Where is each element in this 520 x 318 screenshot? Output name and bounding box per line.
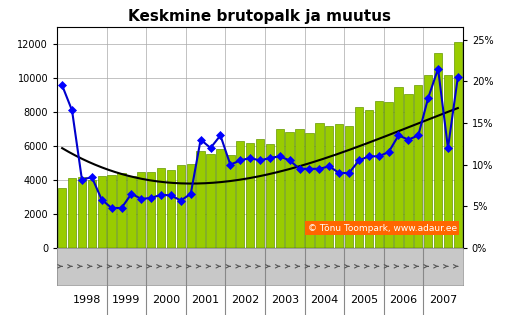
Bar xyxy=(355,107,363,248)
Bar xyxy=(177,165,185,248)
Bar xyxy=(453,42,462,248)
Text: 1999: 1999 xyxy=(112,295,140,305)
Text: 2006: 2006 xyxy=(389,295,418,305)
Bar xyxy=(118,173,126,248)
Bar xyxy=(246,143,254,248)
Bar xyxy=(206,154,215,248)
Text: 2005: 2005 xyxy=(350,295,378,305)
Bar xyxy=(374,101,383,248)
Bar xyxy=(256,139,264,248)
Bar xyxy=(216,149,225,248)
Bar xyxy=(108,175,116,248)
Bar xyxy=(285,132,294,248)
Bar xyxy=(77,176,86,248)
Bar xyxy=(236,141,244,248)
Bar xyxy=(434,52,443,248)
Bar xyxy=(335,124,343,248)
Bar xyxy=(394,87,402,248)
Bar xyxy=(345,126,353,248)
Text: 2004: 2004 xyxy=(310,295,339,305)
Bar xyxy=(365,110,373,248)
Text: 2000: 2000 xyxy=(152,295,180,305)
Text: © Tõnu Toompark, www.adaur.ee: © Tõnu Toompark, www.adaur.ee xyxy=(308,224,457,232)
Bar xyxy=(414,85,422,248)
Text: 2001: 2001 xyxy=(191,295,219,305)
Bar xyxy=(384,102,393,248)
Bar xyxy=(147,172,155,248)
Title: Keskmine brutopalk ja muutus: Keskmine brutopalk ja muutus xyxy=(128,10,392,24)
Text: 2003: 2003 xyxy=(271,295,299,305)
Bar xyxy=(127,176,136,248)
Text: 2002: 2002 xyxy=(231,295,259,305)
Bar xyxy=(226,155,235,248)
Bar xyxy=(58,188,67,248)
Bar xyxy=(305,133,314,248)
Bar xyxy=(424,75,433,248)
Bar xyxy=(295,129,304,248)
Bar xyxy=(404,94,412,248)
Bar xyxy=(157,168,165,248)
Bar xyxy=(68,178,76,248)
Text: 2007: 2007 xyxy=(429,295,457,305)
Bar xyxy=(197,151,205,248)
Bar xyxy=(98,176,106,248)
Text: 1998: 1998 xyxy=(73,295,101,305)
Bar xyxy=(325,126,333,248)
Bar xyxy=(276,129,284,248)
Bar xyxy=(444,75,452,248)
Bar xyxy=(315,123,323,248)
Bar xyxy=(187,164,195,248)
Bar xyxy=(266,144,274,248)
Bar xyxy=(88,180,96,248)
Bar xyxy=(137,171,146,248)
Bar xyxy=(167,170,175,248)
